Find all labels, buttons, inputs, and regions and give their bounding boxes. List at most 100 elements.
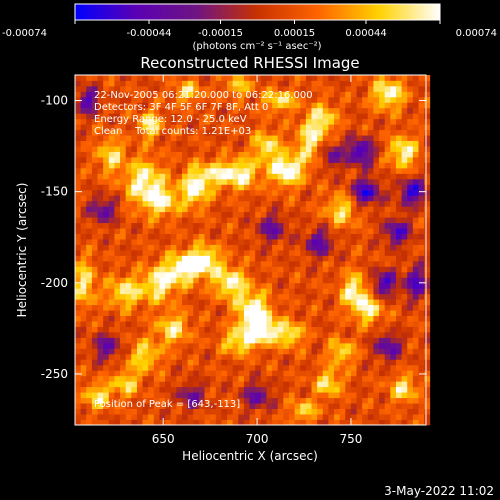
heatmap-cell	[339, 288, 346, 295]
heatmap-cell	[294, 392, 301, 399]
heatmap-cell	[103, 342, 110, 349]
heatmap-cell	[153, 337, 160, 344]
heatmap-cell	[165, 80, 172, 87]
heatmap-cell	[159, 228, 166, 234]
heatmap-cell	[187, 392, 194, 399]
heatmap-cell	[97, 381, 104, 388]
heatmap-cell	[243, 386, 250, 393]
heatmap-cell	[379, 353, 386, 360]
heatmap-cell	[373, 403, 380, 409]
heatmap-cell	[198, 195, 205, 202]
heatmap-cell	[255, 408, 262, 415]
heatmap-cell	[305, 414, 312, 420]
heatmap-cell	[165, 129, 172, 136]
heatmap-cell	[249, 266, 256, 273]
heatmap-cell	[153, 288, 160, 295]
annotation-time-range: 22-Nov-2005 06:21:20.000 to 06:22:16.000	[94, 90, 313, 101]
heatmap-cell	[136, 271, 143, 278]
heatmap-cell	[232, 146, 239, 152]
heatmap-cell	[243, 189, 250, 196]
x-tick-label: 700	[246, 432, 269, 446]
heatmap-cell	[176, 359, 183, 366]
heatmap-cell	[187, 113, 194, 120]
heatmap-cell	[412, 375, 419, 382]
heatmap-cell	[300, 353, 307, 360]
heatmap-cell	[125, 353, 132, 360]
heatmap-cell	[103, 353, 110, 360]
heatmap-cell	[322, 200, 329, 207]
heatmap-cell	[356, 299, 363, 306]
heatmap-cell	[136, 370, 143, 377]
heatmap-cell	[108, 392, 115, 399]
heatmap-cell	[277, 364, 284, 371]
heatmap-cell	[170, 282, 177, 289]
heatmap-cell	[249, 277, 256, 284]
heatmap-cell	[148, 140, 155, 147]
heatmap-cell	[283, 80, 290, 87]
heatmap-cell	[367, 80, 374, 87]
heatmap-cell	[97, 222, 104, 229]
heatmap-cell	[125, 375, 132, 382]
heatmap-cell	[176, 271, 183, 278]
heatmap-cell	[390, 222, 397, 229]
heatmap-cell	[407, 107, 414, 114]
heatmap-cell	[176, 80, 183, 87]
heatmap-cell	[227, 353, 234, 360]
heatmap-cell	[401, 266, 408, 273]
heatmap-cell	[97, 408, 104, 415]
heatmap-cell	[311, 206, 318, 213]
heatmap-cell	[215, 392, 222, 399]
heatmap-cell	[148, 266, 155, 273]
heatmap-cell	[193, 408, 200, 415]
heatmap-cell	[328, 173, 335, 180]
heatmap-cell	[86, 392, 93, 399]
heatmap-cell	[120, 266, 127, 273]
heatmap-cell	[384, 260, 391, 267]
heatmap-cell	[339, 80, 346, 87]
heatmap-cell	[407, 397, 414, 404]
heatmap-cell	[322, 233, 329, 240]
heatmap-cell	[418, 195, 425, 202]
heatmap-cell	[204, 200, 211, 207]
heatmap-cell	[384, 370, 391, 377]
heatmap-cell	[210, 250, 217, 256]
heatmap-cell	[148, 222, 155, 229]
heatmap-cell	[373, 348, 380, 355]
heatmap-cell	[193, 140, 200, 147]
heatmap-cell	[367, 118, 374, 125]
heatmap-cell	[227, 337, 234, 344]
heatmap-cell	[170, 189, 177, 196]
heatmap-cell	[221, 315, 228, 322]
heatmap-cell	[272, 80, 279, 87]
heatmap-cell	[390, 342, 397, 349]
heatmap-cell	[97, 135, 104, 142]
heatmap-cell	[86, 315, 93, 322]
heatmap-cell	[75, 239, 82, 245]
heatmap-cell	[114, 342, 121, 349]
heatmap-cell	[373, 364, 380, 371]
heatmap-cell	[142, 167, 149, 174]
heatmap-cell	[260, 167, 267, 174]
heatmap-cell	[367, 326, 374, 333]
heatmap-cell	[260, 326, 267, 333]
heatmap-cell	[198, 326, 205, 333]
heatmap-cell	[255, 326, 262, 333]
heatmap-cell	[339, 353, 346, 360]
heatmap-cell	[334, 140, 341, 147]
heatmap-cell	[283, 239, 290, 245]
heatmap-cell	[114, 184, 121, 191]
heatmap-cell	[198, 118, 205, 125]
heatmap-cell	[362, 173, 369, 180]
heatmap-cell	[131, 392, 138, 399]
heatmap-cell	[91, 178, 98, 185]
heatmap-cell	[367, 211, 374, 218]
heatmap-cell	[232, 178, 239, 185]
heatmap-cell	[350, 217, 357, 224]
heatmap-cell	[86, 102, 93, 109]
heatmap-cell	[142, 96, 149, 103]
heatmap-cell	[317, 392, 324, 399]
heatmap-cell	[187, 266, 194, 273]
heatmap-cell	[221, 140, 228, 147]
heatmap-cell	[227, 260, 234, 267]
heatmap-cell	[322, 217, 329, 224]
